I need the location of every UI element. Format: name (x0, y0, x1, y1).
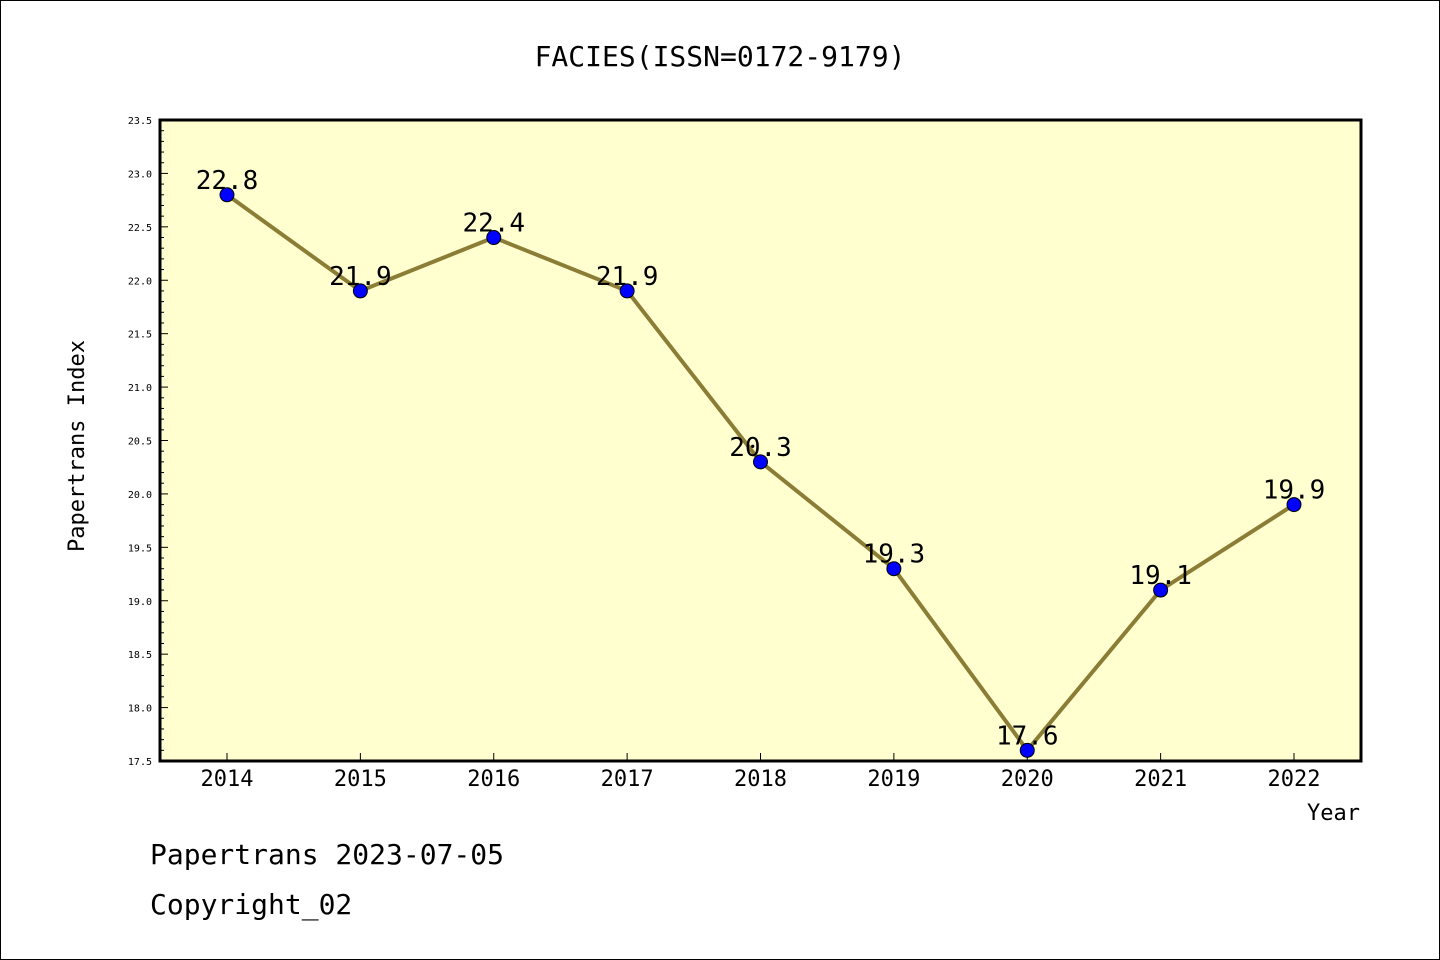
x-tick-label: 2021 (1134, 767, 1187, 792)
y-tick-label: 20.5 (128, 437, 152, 448)
data-label: 21.9 (329, 262, 392, 292)
x-tick-label: 2015 (334, 767, 387, 792)
y-tick-label: 21.0 (128, 383, 152, 394)
y-tick-label: 22.5 (128, 223, 152, 234)
x-tick-label: 2017 (601, 767, 654, 792)
y-tick-label: 18.5 (128, 650, 152, 661)
data-label: 21.9 (596, 262, 659, 292)
footer-copyright: Copyright_02 (150, 888, 352, 922)
chart-title: FACIES(ISSN=0172-9179) (535, 40, 906, 73)
data-point (352, 283, 368, 299)
x-axis-label: Year (1307, 801, 1360, 826)
data-point (619, 283, 635, 299)
y-tick-label: 20.0 (128, 490, 152, 501)
plot-area (160, 120, 1361, 761)
x-tick-label: 2018 (734, 767, 787, 792)
data-point (1153, 582, 1169, 598)
data-label: 20.3 (729, 433, 792, 463)
data-point (1286, 497, 1302, 513)
data-label: 19.3 (863, 540, 926, 570)
x-tick-label: 2014 (201, 767, 254, 792)
y-tick-label: 18.0 (128, 704, 152, 715)
data-label: 17.6 (996, 721, 1059, 751)
plot-border (158, 118, 1363, 763)
data-label: 19.9 (1263, 476, 1326, 506)
data-series (219, 187, 1302, 758)
y-tick-label: 17.5 (128, 757, 152, 768)
y-tick-label: 19.0 (128, 597, 152, 608)
data-point (486, 230, 502, 246)
y-tick-label: 22.0 (128, 276, 152, 287)
y-tick-label: 23.5 (128, 116, 152, 127)
data-point (1019, 742, 1035, 758)
x-tick-label: 2022 (1268, 767, 1321, 792)
y-tick-label: 21.5 (128, 330, 152, 341)
x-tick-label: 2020 (1001, 767, 1054, 792)
data-labels: 22.8 21.9 22.4 21.9 20.3 19.3 17.6 19.1 19.9 (196, 166, 1326, 752)
data-point (886, 561, 902, 577)
x-axis-ticks: 2014 2015 2016 2017 2018 2019 2020 2021 2022 (201, 753, 1321, 792)
data-label: 22.8 (196, 166, 259, 196)
x-tick-label: 2016 (467, 767, 520, 792)
data-label: 22.4 (462, 209, 525, 239)
y-axis-label: Papertrans Index (65, 340, 90, 552)
data-point (753, 454, 768, 470)
data-label: 19.1 (1129, 561, 1192, 591)
footer-source: Papertrans 2023-07-05 (150, 838, 504, 871)
x-tick-label: 2019 (867, 767, 920, 792)
y-tick-label: 23.0 (128, 169, 152, 180)
y-tick-label: 19.5 (128, 543, 152, 554)
data-point (219, 187, 235, 203)
